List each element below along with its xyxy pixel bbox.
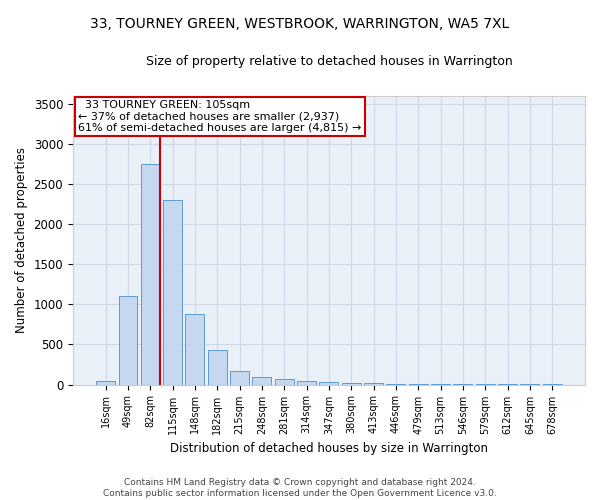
Bar	[253, 376, 271, 384]
Bar	[185, 314, 205, 384]
Title: Size of property relative to detached houses in Warrington: Size of property relative to detached ho…	[146, 55, 512, 68]
Bar	[297, 380, 316, 384]
Bar	[275, 380, 294, 384]
Bar	[141, 164, 160, 384]
Text: 33, TOURNEY GREEN, WESTBROOK, WARRINGTON, WA5 7XL: 33, TOURNEY GREEN, WESTBROOK, WARRINGTON…	[91, 18, 509, 32]
Bar	[319, 382, 338, 384]
Bar	[163, 200, 182, 384]
Bar	[342, 382, 361, 384]
Bar	[230, 371, 249, 384]
Bar	[96, 380, 115, 384]
Text: Contains HM Land Registry data © Crown copyright and database right 2024.
Contai: Contains HM Land Registry data © Crown c…	[103, 478, 497, 498]
Bar	[119, 296, 137, 384]
Text: 33 TOURNEY GREEN: 105sqm
← 37% of detached houses are smaller (2,937)
61% of sem: 33 TOURNEY GREEN: 105sqm ← 37% of detach…	[78, 100, 361, 133]
Bar	[364, 383, 383, 384]
Y-axis label: Number of detached properties: Number of detached properties	[15, 147, 28, 333]
Bar	[208, 350, 227, 384]
X-axis label: Distribution of detached houses by size in Warrington: Distribution of detached houses by size …	[170, 442, 488, 455]
